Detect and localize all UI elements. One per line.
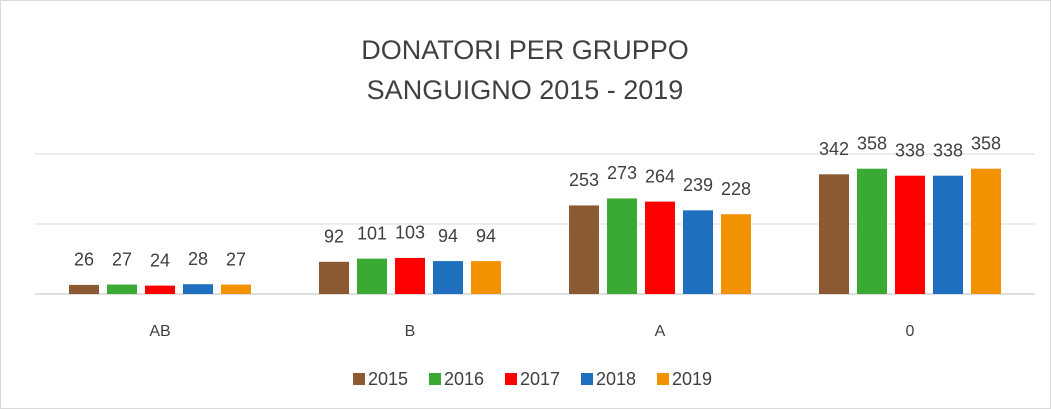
bar <box>471 261 501 294</box>
bar <box>569 205 599 294</box>
legend-label: 2017 <box>520 369 560 389</box>
bar <box>433 261 463 294</box>
legend-label: 2016 <box>444 369 484 389</box>
x-tick-label: B <box>405 323 416 340</box>
data-label: 28 <box>188 249 208 269</box>
bar <box>895 175 925 294</box>
bar <box>357 258 387 294</box>
data-label: 94 <box>476 226 496 246</box>
bar <box>721 214 751 294</box>
data-label: 101 <box>357 223 387 243</box>
bar <box>183 284 213 294</box>
bar <box>971 168 1001 294</box>
data-label: 342 <box>819 139 849 159</box>
bar <box>645 201 675 294</box>
data-label: 338 <box>895 140 925 160</box>
bar <box>683 210 713 294</box>
bar <box>319 261 349 294</box>
data-label: 24 <box>150 250 170 270</box>
legend-swatch <box>353 373 365 385</box>
bar <box>933 175 963 294</box>
x-tick-label: A <box>655 323 666 340</box>
bar <box>145 285 175 294</box>
bar <box>607 198 637 294</box>
data-label: 239 <box>683 175 713 195</box>
data-label: 264 <box>645 166 675 186</box>
data-label: 94 <box>438 226 458 246</box>
bar <box>69 284 99 294</box>
legend-label: 2019 <box>672 369 712 389</box>
data-label: 358 <box>857 133 887 153</box>
bar <box>819 174 849 294</box>
data-label: 358 <box>971 133 1001 153</box>
data-label: 338 <box>933 140 963 160</box>
data-label: 26 <box>74 250 94 270</box>
bar <box>107 284 137 294</box>
legend-swatch <box>581 373 593 385</box>
chart-title: DONATORI PER GRUPPO SANGUIGNO 2015 - 201… <box>361 35 689 105</box>
x-tick-label: AB <box>149 323 170 340</box>
x-tick-label: 0 <box>906 323 915 340</box>
bar <box>857 168 887 294</box>
bar <box>395 257 425 294</box>
bar <box>221 284 251 294</box>
legend-label: 2018 <box>596 369 636 389</box>
legend-label: 2015 <box>368 369 408 389</box>
data-label: 273 <box>607 163 637 183</box>
legend-swatch <box>429 373 441 385</box>
data-label: 92 <box>324 227 344 247</box>
data-label: 27 <box>226 249 246 269</box>
legend-swatch <box>657 373 669 385</box>
data-label: 228 <box>721 179 751 199</box>
legend-swatch <box>505 373 517 385</box>
data-label: 27 <box>112 249 132 269</box>
data-label: 253 <box>569 170 599 190</box>
data-label: 103 <box>395 223 425 243</box>
